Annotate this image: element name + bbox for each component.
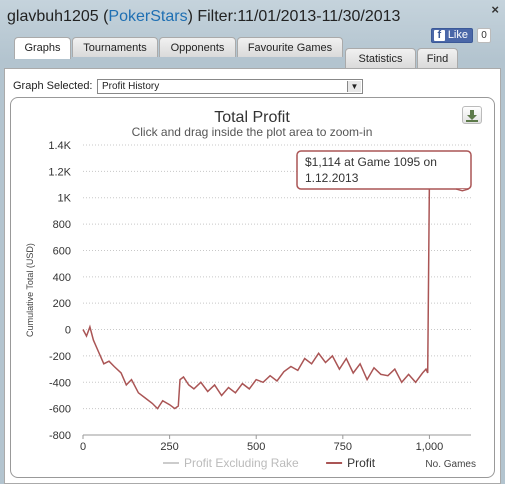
facebook-icon: f [433, 29, 445, 41]
facebook-like-widget: f Like 0 [430, 27, 491, 43]
y-tick-label: 200 [53, 298, 71, 310]
tab-statistics[interactable]: Statistics [345, 48, 416, 68]
tab-graphs[interactable]: Graphs [14, 37, 71, 59]
y-tick-label: -600 [49, 404, 71, 416]
gridlines [83, 144, 471, 436]
graphs-panel: Graph Selected: Profit History ▼ Total P… [4, 68, 501, 484]
x-tick-label: 500 [247, 441, 265, 453]
legend[interactable]: Profit Excluding Rake Profit [163, 456, 376, 470]
like-label: Like [447, 29, 468, 41]
profit-chart[interactable]: Total Profit Click and drag inside the p… [11, 98, 494, 477]
series-line-profit [82, 172, 469, 410]
facebook-like-button[interactable]: f Like [430, 27, 473, 43]
filter-text: Filter:11/01/2013-11/30/2013 [197, 8, 401, 25]
graph-select-value: Profit History [102, 81, 160, 92]
graph-selected-label: Graph Selected: [13, 80, 93, 92]
chart-title: Total Profit [214, 109, 290, 126]
tab-find[interactable]: Find [417, 48, 458, 68]
x-axis-label: No. Games [425, 459, 476, 470]
y-axis-label: Cumulative Total (USD) [25, 243, 35, 337]
site-link[interactable]: PokerStars [108, 8, 188, 25]
x-tick-label: 250 [160, 441, 178, 453]
y-tick-label: 1.4K [48, 140, 71, 152]
tooltip: $1,114 at Game 1095 on 1.12.2013 [296, 150, 472, 192]
series-lines [82, 172, 472, 410]
y-tick-label: -200 [49, 351, 71, 363]
export-button[interactable] [462, 106, 482, 124]
x-axis-ticks: 0 250 500 750 1,000 [80, 435, 443, 453]
close-icon[interactable]: × [491, 2, 499, 17]
y-axis-ticks: -800 -600 -400 -200 0 200 400 600 800 1K 1.2K 1.4K [48, 140, 71, 442]
chart-container: Total Profit Click and drag inside the p… [10, 97, 495, 478]
dropdown-arrow-icon: ▼ [347, 81, 361, 92]
like-count: 0 [477, 27, 491, 43]
tooltip-line1: $1,114 at Game 1095 on [305, 155, 437, 169]
y-tick-label: 0 [65, 325, 71, 337]
y-tick-label: 1K [58, 193, 72, 205]
legend-item[interactable]: Profit Excluding Rake [184, 456, 299, 470]
y-tick-label: 1.2K [48, 166, 71, 178]
y-tick-label: -400 [49, 377, 71, 389]
download-icon [466, 110, 478, 122]
graph-select[interactable]: Profit History ▼ [97, 79, 363, 94]
x-tick-label: 1,000 [416, 441, 444, 453]
y-tick-label: 400 [53, 272, 71, 284]
tooltip-line2: 1.12.2013 [305, 171, 359, 185]
window-title: glavbuh1205 (PokerStars) Filter:11/01/20… [7, 8, 401, 25]
y-tick-label: 600 [53, 245, 71, 257]
x-tick-label: 750 [334, 441, 352, 453]
chart-subtitle: Click and drag inside the plot area to z… [132, 125, 373, 139]
x-tick-label: 0 [80, 441, 86, 453]
y-tick-label: 800 [53, 219, 71, 231]
tab-tournaments[interactable]: Tournaments [72, 37, 158, 57]
y-tick-label: -800 [49, 430, 71, 442]
legend-item[interactable]: Profit [347, 456, 376, 470]
tab-opponents[interactable]: Opponents [159, 37, 236, 57]
tab-favourite-games[interactable]: Favourite Games [237, 37, 343, 57]
tooltip-pointer [456, 188, 469, 192]
player-name: glavbuh1205 [7, 8, 99, 25]
